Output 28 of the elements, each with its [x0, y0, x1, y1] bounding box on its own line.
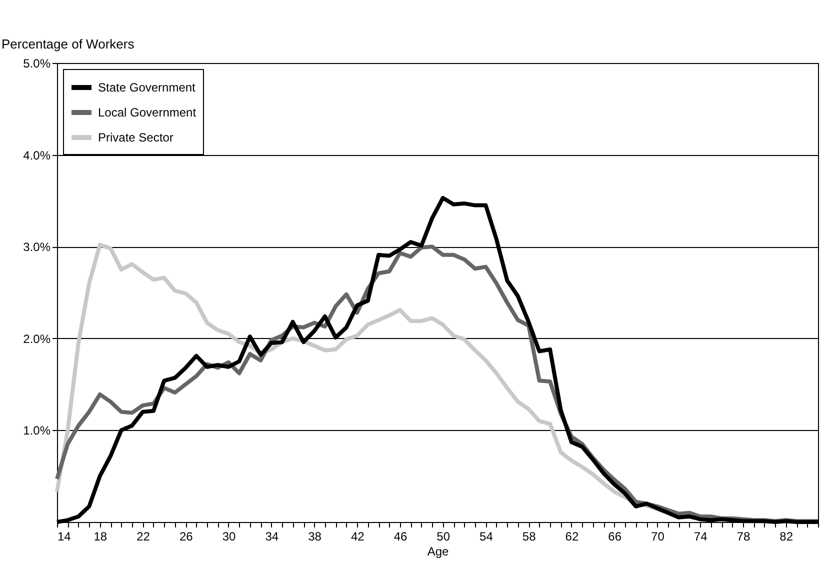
x-tick-label: 14 — [58, 530, 72, 544]
legend-label: Local Government — [98, 106, 197, 120]
x-tick-label: 18 — [94, 530, 108, 544]
x-tick-label: 22 — [136, 530, 150, 544]
x-tick-label: 42 — [350, 530, 365, 544]
x-tick-label: 26 — [179, 530, 194, 544]
x-axis-title: Age — [427, 544, 449, 558]
y-tick-label: 3.0% — [23, 240, 51, 254]
y-tick-label: 2.0% — [23, 332, 51, 346]
y-axis-title: Percentage of Workers — [2, 36, 135, 52]
legend-label: State Government — [98, 80, 196, 94]
x-tick-label: 62 — [565, 530, 579, 544]
x-tick-label: 74 — [694, 530, 708, 544]
legend-label: Private Sector — [98, 130, 174, 144]
x-tick-label: 78 — [736, 530, 750, 544]
x-tick-label: 30 — [222, 530, 236, 544]
x-tick-label: 58 — [522, 530, 536, 544]
x-tick-label: 50 — [436, 530, 450, 544]
x-tick-label: 70 — [651, 530, 665, 544]
x-tick-label: 54 — [480, 530, 494, 544]
y-tick-label: 4.0% — [23, 148, 51, 162]
x-tick-label: 34 — [265, 530, 279, 544]
x-tick-label: 82 — [780, 530, 794, 544]
y-tick-label: 1.0% — [23, 424, 51, 438]
x-tick-label: 66 — [608, 530, 622, 544]
x-tick-label: 46 — [394, 530, 408, 544]
x-tick-label: 38 — [308, 530, 322, 544]
y-tick-label: 5.0% — [23, 56, 51, 70]
